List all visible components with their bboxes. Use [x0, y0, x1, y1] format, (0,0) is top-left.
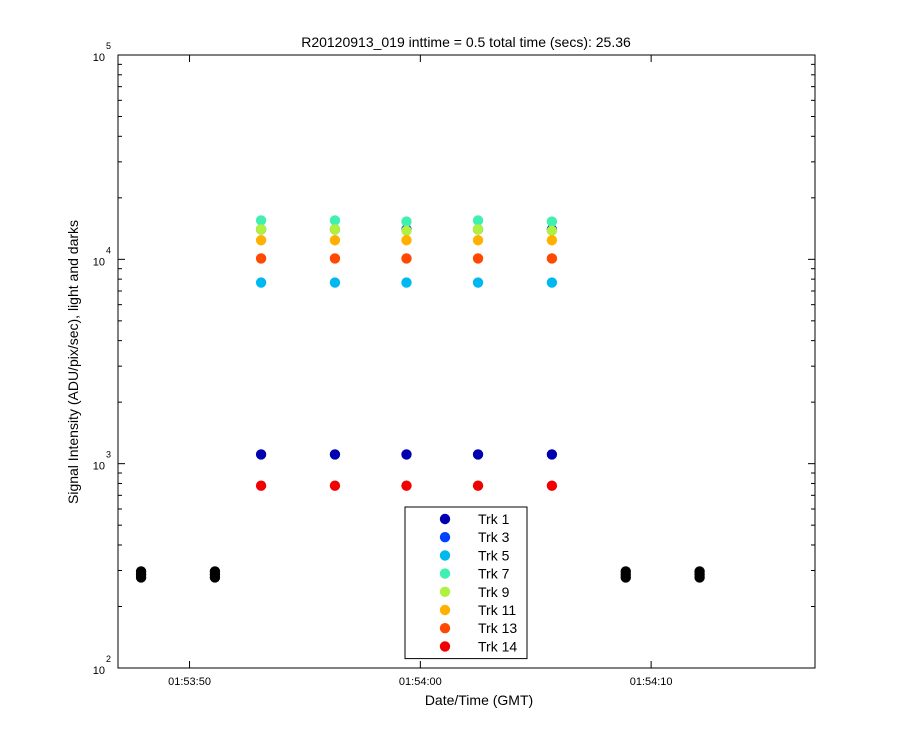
- legend-marker: [439, 568, 451, 579]
- data-point: [546, 216, 558, 227]
- legend-label: Trk 11: [478, 602, 516, 618]
- legend-label: Trk 3: [478, 529, 510, 545]
- y-axis-label: Signal Intensity (ADU/pix/sec), light an…: [65, 220, 81, 504]
- dark-point: [694, 572, 705, 583]
- legend-marker: [439, 604, 451, 616]
- data-point: [329, 253, 341, 264]
- legend-marker: [439, 623, 451, 634]
- legend-label: Trk 5: [478, 547, 510, 563]
- legend-marker: [439, 641, 451, 652]
- data-point: [472, 215, 484, 226]
- data-point: [329, 215, 341, 226]
- legend-marker: [439, 532, 451, 543]
- data-point: [255, 277, 267, 288]
- x-tick-label: 01:53:50: [168, 676, 211, 688]
- y-tick-exponent: 3: [106, 450, 111, 460]
- data-point: [401, 216, 412, 227]
- dark-point: [209, 572, 221, 583]
- legend-label: Trk 14: [478, 638, 517, 654]
- data-point: [546, 253, 558, 264]
- data-point: [401, 253, 412, 264]
- chart-title: R20120913_019 inttime = 0.5 total time (…: [301, 34, 631, 50]
- y-tick-exponent: 2: [106, 654, 111, 664]
- x-axis-label: Date/Time (GMT): [425, 692, 533, 708]
- dark-point: [620, 572, 631, 583]
- x-tick-label: 01:54:10: [630, 676, 673, 688]
- legend-marker: [439, 550, 451, 561]
- data-point: [401, 449, 412, 460]
- data-point: [472, 449, 484, 460]
- data-point: [472, 224, 484, 235]
- data-point: [546, 449, 558, 460]
- data-point: [546, 277, 558, 288]
- data-marks: [135, 215, 705, 583]
- legend-label: Trk 13: [478, 620, 517, 636]
- data-point: [255, 253, 267, 264]
- x-tick-label: 01:54:00: [399, 676, 442, 688]
- y-tick-exponent: 4: [106, 245, 111, 255]
- data-point: [255, 235, 267, 246]
- legend-label: Trk 9: [478, 584, 510, 600]
- data-point: [546, 225, 558, 236]
- data-point: [255, 224, 267, 235]
- data-point: [472, 480, 484, 491]
- y-tick-exponent: 5: [106, 41, 111, 51]
- y-tick-label: 10: [93, 52, 105, 64]
- data-point: [255, 480, 267, 491]
- y-tick-label: 10: [93, 665, 105, 677]
- y-tick-label: 10: [93, 256, 105, 268]
- data-point: [329, 277, 341, 288]
- legend-box: [404, 506, 528, 660]
- legend-marker: [439, 586, 451, 597]
- data-point: [255, 215, 267, 226]
- data-point: [329, 224, 341, 235]
- data-point: [329, 235, 341, 246]
- data-point: [472, 235, 484, 246]
- legend-label: Trk 7: [478, 566, 510, 582]
- data-point: [546, 480, 558, 491]
- data-point: [401, 480, 412, 491]
- data-point: [255, 449, 267, 460]
- data-point: [472, 277, 484, 288]
- legend: Trk 1 Trk 3 Trk 5 Trk 7 Trk 9 Trk 11 Trk 13 Trk…: [404, 506, 528, 660]
- data-point: [472, 253, 484, 264]
- data-point: [546, 235, 558, 246]
- dark-point: [135, 572, 147, 583]
- data-point: [401, 277, 412, 288]
- data-point: [401, 225, 412, 236]
- legend-marker: [439, 513, 451, 525]
- data-point: [329, 449, 341, 460]
- data-point: [401, 235, 412, 246]
- data-point: [329, 480, 341, 491]
- legend-label: Trk 1: [478, 511, 510, 527]
- y-tick-label: 10: [93, 461, 105, 473]
